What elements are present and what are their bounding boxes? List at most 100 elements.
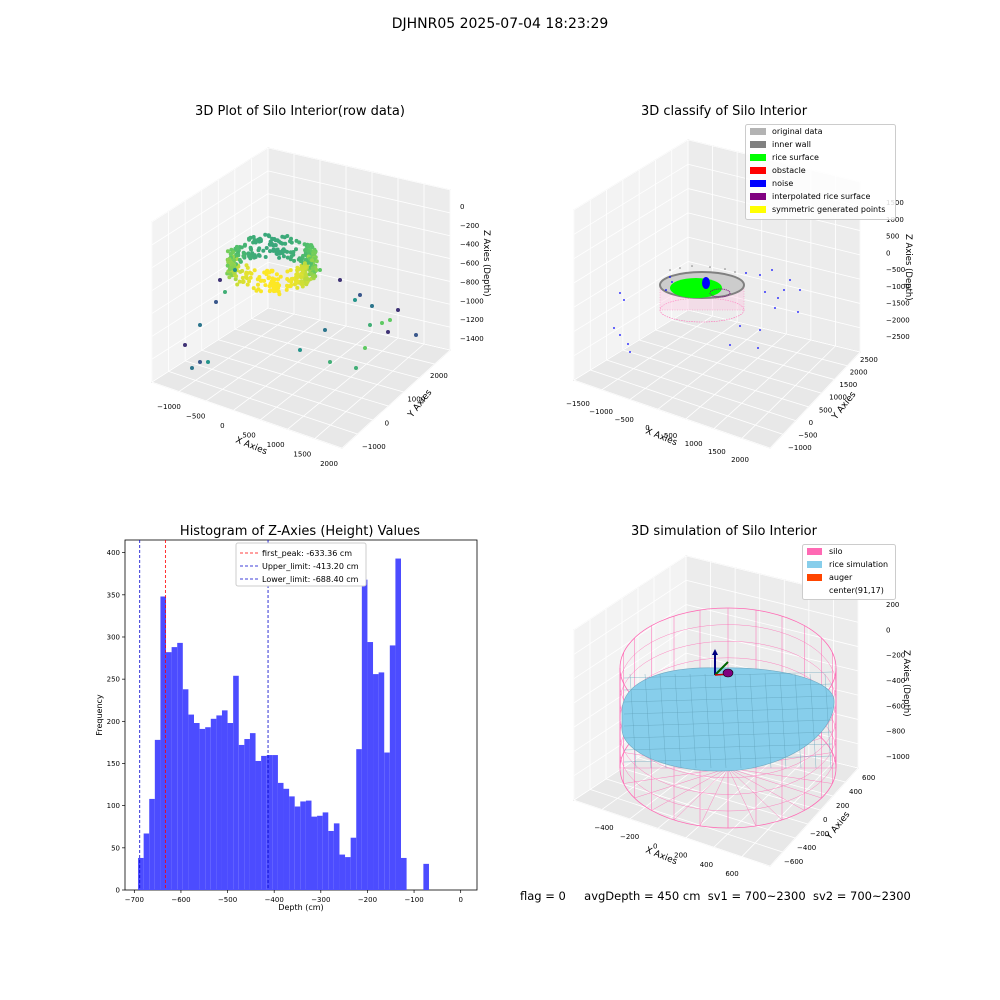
side-gridline	[151, 170, 269, 246]
noise-point	[777, 297, 779, 299]
scatter-point	[396, 308, 400, 312]
histogram-bar	[322, 812, 329, 890]
scatter-point	[300, 284, 305, 289]
scatter-point	[303, 258, 308, 262]
noise-point	[619, 292, 621, 294]
tick-label: 0	[645, 424, 649, 432]
x-axis-label: X Axies	[644, 427, 679, 449]
back-gridline	[267, 284, 451, 328]
legend-swatch	[750, 180, 766, 187]
tick-label: −800	[886, 728, 905, 736]
tick-label: −500	[615, 416, 634, 424]
sv2-text: sv2 = 700~2300	[812, 889, 911, 903]
y-tick-label: 150	[107, 760, 120, 768]
histogram-bar	[160, 596, 167, 890]
rice-grid-line	[623, 755, 833, 763]
histogram-bar	[294, 806, 301, 890]
scatter-point	[240, 275, 245, 280]
scatter-point	[261, 248, 266, 253]
legend-swatch	[750, 193, 766, 200]
y-tick-labels: −1000 −500 0 500 1000 1500 2000 2500	[788, 356, 878, 452]
side-gridline	[573, 163, 689, 235]
scatter-point	[386, 330, 390, 334]
scatter-point	[296, 267, 301, 272]
floor-gridline	[218, 339, 404, 393]
histogram-bar	[384, 752, 390, 890]
scatter-point	[300, 256, 305, 260]
scatter-point	[218, 278, 222, 282]
scatter-point	[227, 275, 232, 280]
tick-label: −200	[810, 830, 829, 838]
scatter-point	[241, 250, 246, 255]
legend-swatch	[807, 548, 822, 555]
scatter-point	[237, 257, 242, 262]
x-tick-labels: −400 −200 0 200 400 600	[594, 824, 738, 878]
back-gridline	[267, 147, 451, 191]
side-gridline	[151, 193, 269, 269]
classified-points	[659, 271, 745, 323]
wall-point	[724, 268, 726, 270]
silo-floor-spoke	[727, 767, 805, 811]
tick-label: −800	[460, 278, 479, 286]
tick-label: 0	[823, 816, 827, 824]
rice-grid-line	[719, 673, 727, 769]
floor-gridline	[671, 319, 848, 367]
panel4-title: 3D simulation of Silo Interior	[631, 524, 817, 539]
histogram-bar	[361, 579, 368, 890]
legend-swatch	[807, 587, 822, 594]
histogram-bar	[138, 857, 144, 890]
tick-label: 1000	[267, 441, 285, 449]
scatter-point	[323, 328, 327, 332]
legend-swatch	[750, 167, 766, 174]
floor-gridline	[769, 767, 859, 867]
tick-label: −600	[784, 858, 803, 866]
legend-swatch	[750, 206, 766, 213]
x-axis-label: X Axies	[644, 846, 679, 868]
scatter-point	[233, 246, 238, 251]
noise-point	[789, 279, 791, 281]
scatter-point	[298, 348, 302, 352]
scatter-point	[303, 248, 308, 253]
noise-point	[745, 272, 747, 274]
tick-label: −1000	[362, 443, 386, 451]
histogram-bar	[328, 830, 334, 890]
scatter-point	[278, 274, 283, 279]
scatter-point	[271, 284, 275, 289]
scatter-point	[282, 235, 287, 240]
tick-label: 500	[886, 233, 899, 241]
back-gridline	[267, 170, 451, 214]
scatter-point	[241, 254, 246, 258]
scatter-point	[283, 249, 288, 254]
noise-point	[764, 291, 766, 293]
floor-gridline	[573, 799, 771, 867]
y-axis-label: Y Axies	[824, 810, 853, 843]
histogram-bar	[194, 723, 200, 890]
y-tick-label: 100	[107, 802, 120, 810]
noise-point	[623, 299, 625, 301]
tick-label: −1000	[886, 283, 910, 291]
floor-gridline	[685, 749, 785, 839]
noise-point	[757, 347, 759, 349]
y-tick-label: 50	[111, 844, 120, 852]
side-gridline	[573, 139, 689, 211]
scatter-point	[267, 284, 272, 289]
floor-gridline	[657, 327, 762, 410]
scatter-point	[206, 360, 210, 364]
histogram-bar	[182, 689, 189, 890]
scatter-point	[313, 250, 317, 255]
scatter-point	[328, 360, 332, 364]
back-gridline	[687, 212, 861, 256]
histogram-bar	[233, 675, 239, 890]
histogram-bar	[154, 739, 161, 890]
legend-label: Lower_limit: -688.40 cm	[262, 575, 359, 584]
x-tick-label: −600	[171, 896, 190, 904]
histogram-bars	[138, 558, 429, 890]
legend-label: Upper_limit: -413.20 cm	[262, 562, 359, 571]
scatter-point	[289, 236, 293, 241]
scatter-point	[223, 290, 227, 294]
scatter-point	[268, 249, 272, 254]
flag-text: flag = 0	[520, 889, 566, 903]
scatter-point	[302, 261, 307, 266]
scatter-point	[198, 323, 202, 327]
tick-label: −1000	[460, 297, 484, 305]
